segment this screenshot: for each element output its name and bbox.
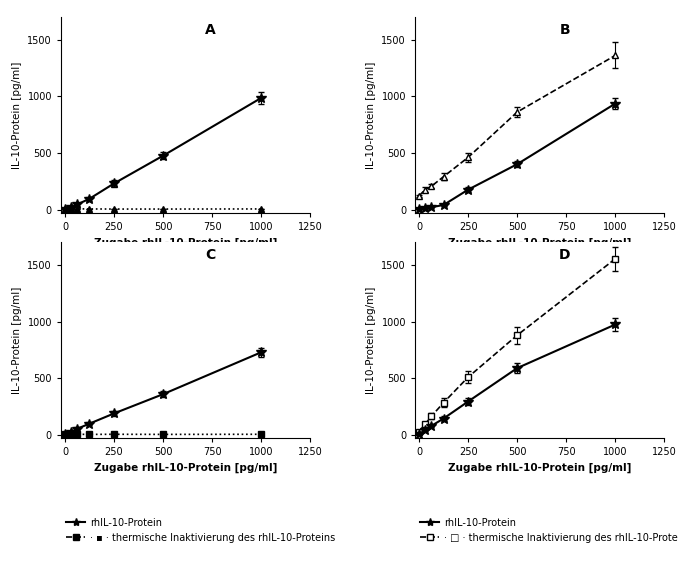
Text: C: C [205,248,216,262]
Text: D: D [559,248,570,262]
Y-axis label: IL-10-Protein [pg/ml]: IL-10-Protein [pg/ml] [12,61,22,169]
Y-axis label: IL-10-Protein [pg/ml]: IL-10-Protein [pg/ml] [366,287,376,394]
Text: A: A [205,22,216,37]
Y-axis label: IL-10-Protein [pg/ml]: IL-10-Protein [pg/ml] [366,61,376,169]
Legend: rhIL-10-Protein, · △ · rhIL-10-Protein + DTT [100 mM]: rhIL-10-Protein, · △ · rhIL-10-Protein +… [420,292,623,317]
X-axis label: Zugabe rhIL-10-Protein [pg/ml]: Zugabe rhIL-10-Protein [pg/ml] [94,238,277,248]
Legend: rhIL-10-Protein, · □ · thermische Inaktivierung des rhIL-10-Proteins: rhIL-10-Protein, · □ · thermische Inakti… [420,518,678,542]
Legend: rhIL-10-Protein, · ▪ · thermische Inaktivierung des rhIL-10-Proteins: rhIL-10-Protein, · ▪ · thermische Inakti… [66,518,336,542]
Y-axis label: IL-10-Protein [pg/ml]: IL-10-Protein [pg/ml] [12,287,22,394]
X-axis label: Zugabe rhIL-10-Protein [pg/ml]: Zugabe rhIL-10-Protein [pg/ml] [448,463,631,473]
Text: B: B [559,22,570,37]
X-axis label: Zugabe rhIL-10-Protein [pg/ml]: Zugabe rhIL-10-Protein [pg/ml] [94,463,277,473]
X-axis label: Zugabe rhIL-10-Protein [pg/ml]: Zugabe rhIL-10-Protein [pg/ml] [448,238,631,248]
Legend: rhIL-10-Protein, · ▲ · rhIL-10-Protein + DTT [100 mM]: rhIL-10-Protein, · ▲ · rhIL-10-Protein +… [66,292,269,317]
